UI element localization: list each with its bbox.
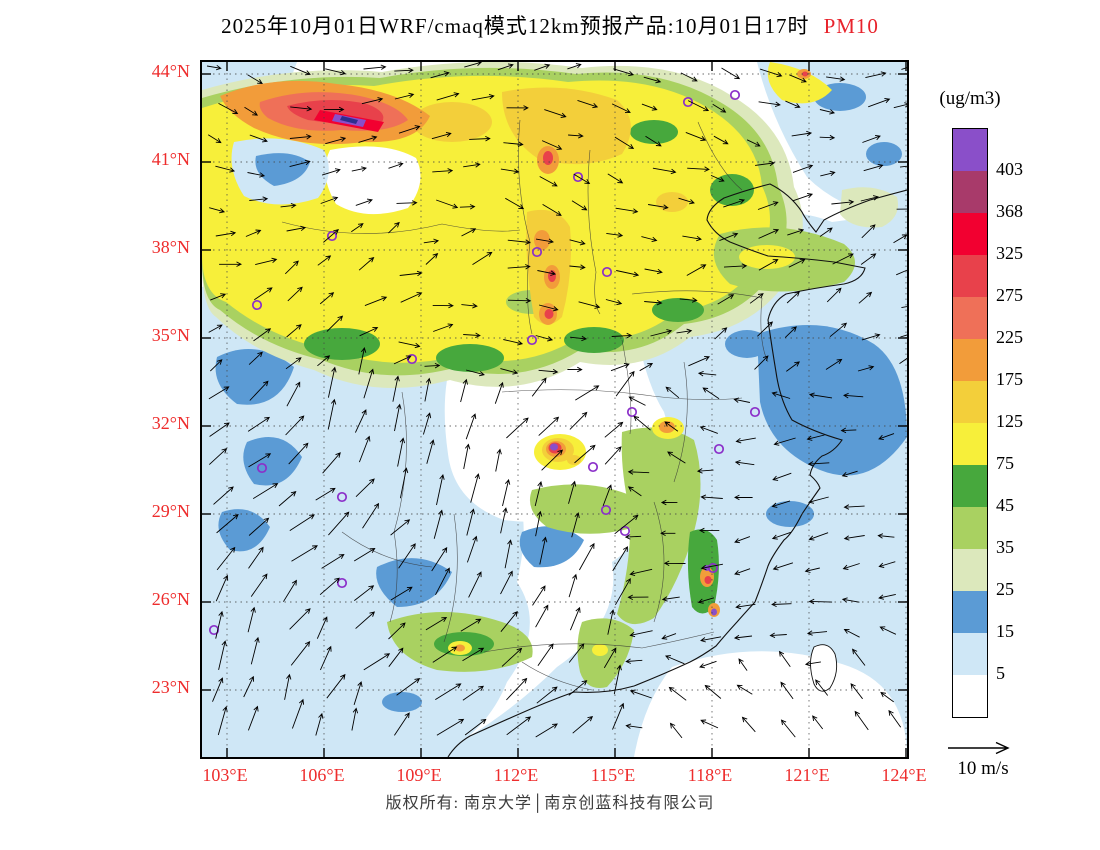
city-marker — [600, 504, 612, 516]
colorbar-units: (ug/m3) — [939, 88, 1001, 109]
city-marker — [336, 577, 348, 589]
city-marker — [713, 443, 725, 455]
copyright-footer: 版权所有: 南京大学│南京创蓝科技有限公司 — [385, 795, 715, 812]
colorbar-tick-label: 45 — [996, 495, 1014, 515]
city-marker — [626, 406, 638, 418]
city-marker — [572, 171, 584, 183]
city-marker — [619, 525, 631, 537]
forecast-title-text: 2025年10月01日WRF/cmaq模式12km预报产品:10月01日17时 — [221, 14, 810, 38]
lat-label: 23°N — [151, 677, 190, 697]
pm10-concentration-map — [202, 62, 907, 757]
colorbar-segment — [953, 129, 987, 171]
colorbar-tick-label: 175 — [996, 369, 1023, 389]
colorbar-tick-label: 5 — [996, 663, 1005, 683]
lon-label: 103°E — [202, 765, 248, 785]
lat-lon-gridlines — [202, 62, 907, 757]
colorbar-segment — [953, 171, 987, 213]
colorbar-segment — [953, 507, 987, 549]
colorbar-segment — [953, 675, 987, 717]
colorbar — [952, 128, 988, 718]
lon-label: 124°E — [881, 765, 927, 785]
lon-label: 112°E — [493, 765, 539, 785]
colorbar-segment — [953, 423, 987, 465]
colorbar-segment — [953, 297, 987, 339]
city-marker — [601, 266, 613, 278]
city-markers-layer — [208, 89, 761, 636]
colorbar-tick-label: 35 — [996, 537, 1014, 557]
city-marker — [406, 353, 418, 365]
colorbar-segment — [953, 465, 987, 507]
lon-label: 121°E — [784, 765, 830, 785]
city-marker — [729, 89, 741, 101]
city-marker — [526, 334, 538, 346]
lat-label: 44°N — [151, 61, 190, 81]
city-marker — [251, 299, 263, 311]
lat-label: 35°N — [151, 325, 190, 345]
colorbar-tick-label: 125 — [996, 411, 1023, 431]
colorbar-segment — [953, 213, 987, 255]
colorbar-segment — [953, 339, 987, 381]
colorbar-tick-label: 225 — [996, 327, 1023, 347]
city-marker — [749, 406, 761, 418]
colorbar-segment — [953, 255, 987, 297]
city-marker — [336, 491, 348, 503]
wind-scale-label: 10 m/s — [957, 758, 1009, 779]
colorbar-segment — [953, 591, 987, 633]
wind-vector-layer — [206, 62, 907, 739]
city-marker — [682, 96, 694, 108]
lon-label: 115°E — [590, 765, 636, 785]
colorbar-segment — [953, 549, 987, 591]
colorbar-tick-label: 75 — [996, 453, 1014, 473]
province-borders — [281, 119, 769, 691]
city-marker — [256, 462, 268, 474]
wind-scale-arrow-icon — [948, 741, 1010, 755]
colorbar-segment — [953, 381, 987, 423]
colorbar-tick-label: 368 — [996, 201, 1023, 221]
axis-ticks — [202, 62, 907, 757]
lon-label: 118°E — [687, 765, 733, 785]
forecast-title: 2025年10月01日WRF/cmaq模式12km预报产品:10月01日17时 P… — [0, 10, 1100, 40]
map-canvas — [200, 60, 909, 759]
colorbar-tick-label: 403 — [996, 159, 1023, 179]
lat-label: 29°N — [151, 501, 190, 521]
city-marker — [587, 461, 599, 473]
city-marker — [707, 562, 719, 574]
colorbar-segment — [953, 633, 987, 675]
lat-label: 41°N — [151, 149, 190, 169]
city-marker — [531, 246, 543, 258]
coastline — [447, 183, 907, 757]
lat-label: 32°N — [151, 413, 190, 433]
pollutant-label: PM10 — [823, 14, 879, 38]
lat-label: 38°N — [151, 237, 190, 257]
city-marker — [326, 230, 338, 242]
colorbar-tick-label: 325 — [996, 243, 1023, 263]
lat-label: 26°N — [151, 589, 190, 609]
colorbar-tick-label: 25 — [996, 579, 1014, 599]
pm10-fill-layer — [202, 62, 907, 757]
colorbar-tick-label: 15 — [996, 621, 1014, 641]
lon-label: 106°E — [299, 765, 345, 785]
city-marker — [208, 624, 220, 636]
colorbar-tick-label: 275 — [996, 285, 1023, 305]
lon-label: 109°E — [396, 765, 442, 785]
